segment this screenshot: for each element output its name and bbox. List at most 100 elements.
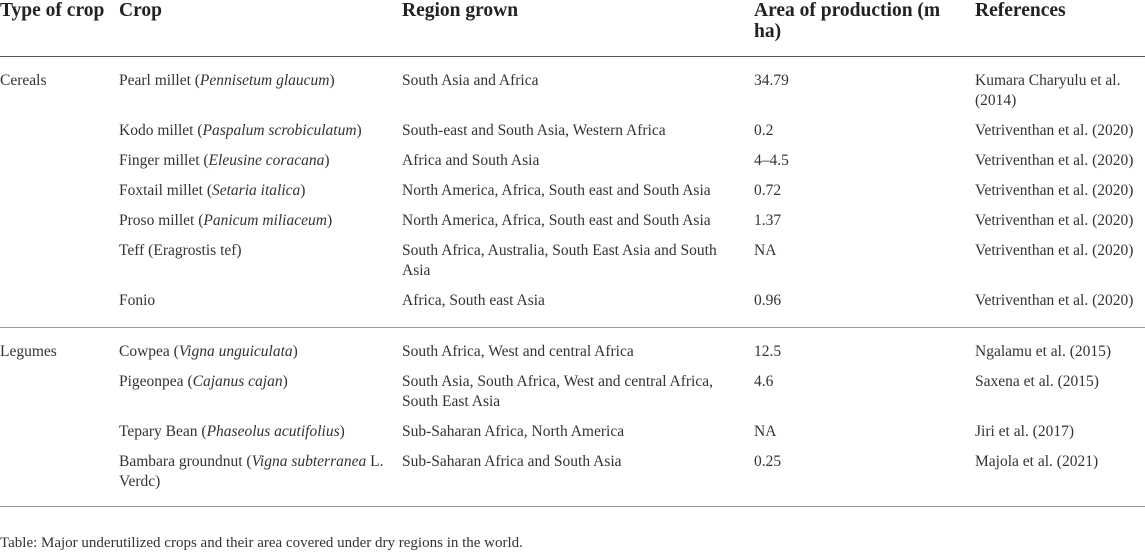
- cell-crop: Cowpea (Vigna unguiculata): [117, 328, 400, 368]
- crop-name-suffix: ): [282, 373, 288, 390]
- cell-reference: Vetriventhan et al. (2020): [975, 122, 1134, 139]
- table-row: Teff (Eragrostis tef) South Africa, Austr…: [0, 237, 1145, 287]
- crop-common-name: Proso millet (: [119, 212, 204, 229]
- cell-reference: Saxena et al. (2015): [975, 373, 1099, 390]
- crop-common-name: Tepary Bean (: [119, 423, 207, 440]
- cell-area: NA: [754, 242, 777, 259]
- cell-region: Sub-Saharan Africa and South Asia: [400, 448, 752, 507]
- cell-reference: Ngalamu et al. (2015): [975, 343, 1112, 360]
- divider-cell: [973, 327, 1145, 328]
- crop-scientific-name: Setaria italica: [212, 182, 301, 199]
- cell-type: [0, 207, 117, 237]
- cell-reference: Vetriventhan et al. (2020): [975, 242, 1134, 259]
- cell-reference: Vetriventhan et al. (2020): [975, 292, 1134, 309]
- crop-scientific-name: Cajanus cajan: [192, 373, 283, 390]
- cell-region: North America, Africa, South east and So…: [402, 182, 711, 199]
- crop-common-name: Cowpea (: [119, 343, 179, 360]
- cell-region: Africa, South east Asia: [402, 292, 545, 309]
- cell-region: South Asia and Africa: [402, 72, 539, 89]
- cell-area: 0.96: [754, 292, 782, 309]
- cell-type: [0, 448, 117, 507]
- cell-reference: Vetriventhan et al. (2020): [975, 152, 1134, 169]
- crop-name-suffix: ): [339, 423, 345, 440]
- cell-region: Sub-Saharan Africa, North America: [402, 423, 625, 440]
- crops-table: Type of crop Crop Region grown Area of p…: [0, 0, 1145, 507]
- cell-region: South Africa, Australia, South East Asia…: [402, 242, 717, 279]
- crop-common-name: Fonio: [119, 292, 156, 309]
- crop-common-name: Teff (Eragrostis tef): [119, 242, 242, 259]
- divider-cell: [117, 327, 400, 328]
- crop-name-suffix: ): [329, 72, 335, 89]
- cell-area: 0.72: [754, 182, 782, 199]
- group-divider: [0, 327, 1145, 328]
- cell-area: 0.25: [752, 448, 973, 507]
- cell-reference: Vetriventhan et al. (2020): [975, 212, 1134, 229]
- table-row: Kodo millet (Paspalum scrobiculatum) Sout…: [0, 117, 1145, 147]
- table-row: Finger millet (Eleusine coracana) Africa …: [0, 147, 1145, 177]
- table-row: Tepary Bean (Phaseolus acutifolius) Sub-S…: [0, 418, 1145, 448]
- table-row: Legumes Cowpea (Vigna unguiculata) South A…: [0, 328, 1145, 368]
- divider-cell: [0, 327, 117, 328]
- cell-crop: Kodo millet (Paspalum scrobiculatum): [117, 117, 400, 147]
- divider-cell: [752, 327, 973, 328]
- header-type: Type of crop: [0, 0, 117, 57]
- cell-crop: Finger millet (Eleusine coracana): [117, 147, 400, 177]
- cell-area: 4.6: [754, 373, 774, 390]
- cell-type: Legumes: [0, 343, 57, 360]
- cell-type: [0, 147, 117, 177]
- cell-area: 1.37: [754, 212, 782, 229]
- cell-crop: Fonio: [117, 287, 400, 328]
- header-region: Region grown: [400, 0, 752, 57]
- table-row: Proso millet (Panicum miliaceum) North Am…: [0, 207, 1145, 237]
- crop-scientific-name: Vigna unguiculata: [178, 343, 293, 360]
- crop-common-name: Foxtail millet (: [119, 182, 212, 199]
- cell-area: NA: [754, 423, 777, 440]
- crop-scientific-name: Eleusine coracana: [208, 152, 325, 169]
- cell-reference: Majola et al. (2021): [973, 448, 1145, 507]
- cell-type: Cereals: [0, 72, 47, 89]
- cell-type: [0, 368, 117, 418]
- header-row: Type of crop Crop Region grown Area of p…: [0, 0, 1145, 57]
- header-crop: Crop: [117, 0, 400, 57]
- cell-area: 0.2: [754, 122, 774, 139]
- cell-reference: Kumara Charyulu et al. (2014): [975, 72, 1121, 109]
- crop-name-suffix: L. Verdc): [119, 453, 384, 490]
- cell-crop: Bambara groundnut (Vigna subterranea L. …: [117, 448, 400, 507]
- crop-name-suffix: ): [356, 122, 362, 139]
- crop-scientific-name: Paspalum scrobiculatum: [202, 122, 357, 139]
- cell-region: South-east and South Asia, Western Afric…: [402, 122, 666, 139]
- cell-reference: Jiri et al. (2017): [975, 423, 1075, 440]
- crop-scientific-name: Phaseolus acutifolius: [206, 423, 340, 440]
- cell-crop: Foxtail millet (Setaria italica): [117, 177, 400, 207]
- crop-scientific-name: Panicum miliaceum: [203, 212, 327, 229]
- cell-crop: Pigeonpea (Cajanus cajan): [117, 368, 400, 418]
- crop-name-suffix: ): [300, 182, 306, 199]
- crop-common-name: Bambara groundnut (: [119, 453, 252, 470]
- table-row: Fonio Africa, South east Asia 0.96 Vetriven…: [0, 287, 1145, 328]
- crop-scientific-name: Vigna subterranea: [251, 453, 367, 470]
- cell-area: 34.79: [754, 72, 789, 89]
- cell-area: 4–4.5: [754, 152, 789, 169]
- cell-crop: Tepary Bean (Phaseolus acutifolius): [117, 418, 400, 448]
- cell-region: North America, Africa, South east and So…: [402, 212, 711, 229]
- crop-common-name: Pigeonpea (: [119, 373, 193, 390]
- cell-type: [0, 287, 117, 328]
- cell-type: [0, 237, 117, 287]
- cell-type: [0, 418, 117, 448]
- crop-scientific-name: Pennisetum glaucum: [199, 72, 330, 89]
- table-row: Pigeonpea (Cajanus cajan) South Asia, Sou…: [0, 368, 1145, 418]
- crop-common-name: Finger millet (: [119, 152, 209, 169]
- crop-common-name: Pearl millet (: [119, 72, 200, 89]
- header-references: References: [973, 0, 1145, 57]
- cell-crop: Teff (Eragrostis tef): [117, 237, 400, 287]
- cell-area: 12.5: [754, 343, 782, 360]
- table-body: Cereals Pearl millet (Pennisetum glaucum)…: [0, 57, 1145, 507]
- crop-common-name: Kodo millet (: [119, 122, 203, 139]
- cell-region: South Africa, West and central Africa: [402, 343, 634, 360]
- crop-name-suffix: ): [292, 343, 298, 360]
- cell-type: [0, 177, 117, 207]
- table-row: Foxtail millet (Setaria italica) North Am…: [0, 177, 1145, 207]
- table-row: Bambara groundnut (Vigna subterranea L. …: [0, 448, 1145, 507]
- crop-name-suffix: ): [326, 212, 333, 229]
